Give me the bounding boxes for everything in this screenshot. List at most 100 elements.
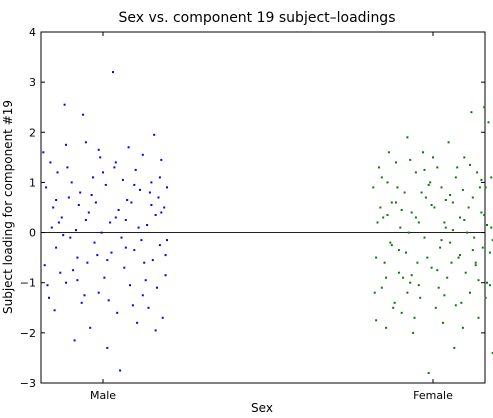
data-point-male bbox=[67, 196, 70, 199]
data-point-female bbox=[453, 346, 456, 349]
data-point-female bbox=[378, 166, 380, 169]
data-point-male bbox=[136, 321, 139, 324]
data-point-female bbox=[385, 276, 388, 279]
data-point-female bbox=[433, 206, 436, 209]
data-point-male bbox=[153, 133, 156, 136]
data-point-male bbox=[106, 346, 109, 349]
data-point-female bbox=[395, 201, 397, 204]
data-point-female bbox=[393, 301, 396, 304]
data-point-female bbox=[469, 163, 471, 166]
data-point-female bbox=[397, 271, 400, 274]
data-point-female bbox=[387, 151, 390, 154]
data-point-female bbox=[414, 171, 417, 174]
data-point-female bbox=[399, 226, 402, 229]
data-point-male bbox=[113, 166, 116, 169]
x-axis-label: Sex bbox=[251, 401, 273, 415]
data-point-female bbox=[373, 291, 376, 294]
data-point-female bbox=[406, 136, 409, 139]
plot-frame bbox=[40, 31, 486, 384]
data-point-male bbox=[114, 161, 117, 164]
data-point-male bbox=[124, 219, 127, 221]
data-point-male bbox=[154, 214, 157, 216]
data-point-female bbox=[414, 216, 417, 219]
data-point-male bbox=[143, 261, 146, 264]
data-point-male bbox=[90, 194, 93, 196]
data-point-female bbox=[466, 231, 469, 234]
data-point-male bbox=[50, 226, 53, 229]
data-point-female bbox=[396, 186, 399, 189]
data-point-male bbox=[43, 264, 46, 267]
data-point-female bbox=[392, 306, 395, 309]
data-point-female bbox=[451, 229, 454, 232]
data-point-male bbox=[73, 339, 76, 342]
data-point-female bbox=[400, 311, 403, 314]
y-tick-label: −1 bbox=[20, 277, 36, 290]
data-point-female bbox=[467, 206, 470, 209]
data-point-male bbox=[151, 259, 154, 262]
data-point-male bbox=[96, 254, 99, 257]
data-point-female bbox=[440, 186, 443, 189]
data-point-male bbox=[55, 246, 58, 249]
data-point-male bbox=[94, 201, 97, 204]
data-point-male bbox=[103, 276, 106, 279]
data-point-female bbox=[430, 204, 433, 206]
data-point-female bbox=[406, 291, 409, 294]
data-point-female bbox=[380, 286, 383, 289]
data-point-female bbox=[439, 246, 442, 249]
data-point-female bbox=[423, 236, 426, 239]
data-point-male bbox=[80, 301, 83, 304]
data-point-female bbox=[375, 256, 378, 259]
plot-area: −3 −2 −1 0 1 2 3 4 Male Female bbox=[20, 26, 493, 402]
data-point-male bbox=[49, 161, 52, 164]
data-point-male bbox=[166, 186, 168, 189]
data-point-male bbox=[110, 251, 113, 254]
data-point-female bbox=[442, 321, 444, 324]
y-tick-label: 4 bbox=[29, 26, 36, 39]
data-point-male bbox=[140, 239, 143, 242]
data-point-male bbox=[55, 199, 58, 201]
data-point-female bbox=[481, 246, 484, 249]
data-point-male bbox=[42, 151, 45, 154]
data-point-female bbox=[426, 256, 429, 259]
data-point-female bbox=[474, 261, 477, 264]
data-point-male bbox=[164, 274, 167, 277]
data-point-female bbox=[397, 249, 400, 252]
data-point-female bbox=[413, 316, 416, 319]
data-point-female bbox=[389, 241, 392, 244]
data-point-female bbox=[461, 188, 464, 191]
y-tick-label: 0 bbox=[29, 227, 36, 240]
data-point-female bbox=[484, 296, 487, 299]
data-point-female bbox=[385, 326, 388, 329]
data-point-male bbox=[154, 329, 157, 332]
data-point-female bbox=[424, 196, 427, 199]
data-point-female bbox=[488, 284, 491, 287]
data-point-male bbox=[109, 221, 112, 224]
data-point-female bbox=[436, 166, 439, 169]
data-point-male bbox=[150, 204, 153, 206]
data-point-female bbox=[429, 181, 432, 184]
data-point-female bbox=[446, 276, 449, 279]
data-point-male bbox=[89, 326, 92, 329]
data-point-male bbox=[48, 296, 50, 299]
data-point-female bbox=[451, 201, 454, 204]
data-point-female bbox=[402, 276, 405, 279]
data-point-female bbox=[486, 224, 488, 226]
data-point-female bbox=[450, 261, 453, 264]
data-point-male bbox=[100, 231, 103, 234]
data-point-female bbox=[477, 279, 480, 282]
data-point-male bbox=[123, 266, 126, 269]
data-point-male bbox=[104, 183, 107, 186]
data-point-female bbox=[463, 156, 466, 159]
data-point-male bbox=[117, 209, 120, 211]
data-point-male bbox=[158, 244, 161, 247]
data-point-female bbox=[386, 181, 389, 184]
data-point-male bbox=[106, 259, 109, 262]
data-point-male bbox=[63, 103, 66, 106]
data-point-female bbox=[491, 351, 493, 354]
data-point-male bbox=[139, 188, 141, 191]
data-point-male bbox=[164, 254, 167, 257]
data-point-male bbox=[126, 199, 129, 201]
data-point-female bbox=[461, 326, 464, 329]
data-point-male bbox=[60, 216, 63, 219]
data-point-female bbox=[390, 244, 393, 247]
